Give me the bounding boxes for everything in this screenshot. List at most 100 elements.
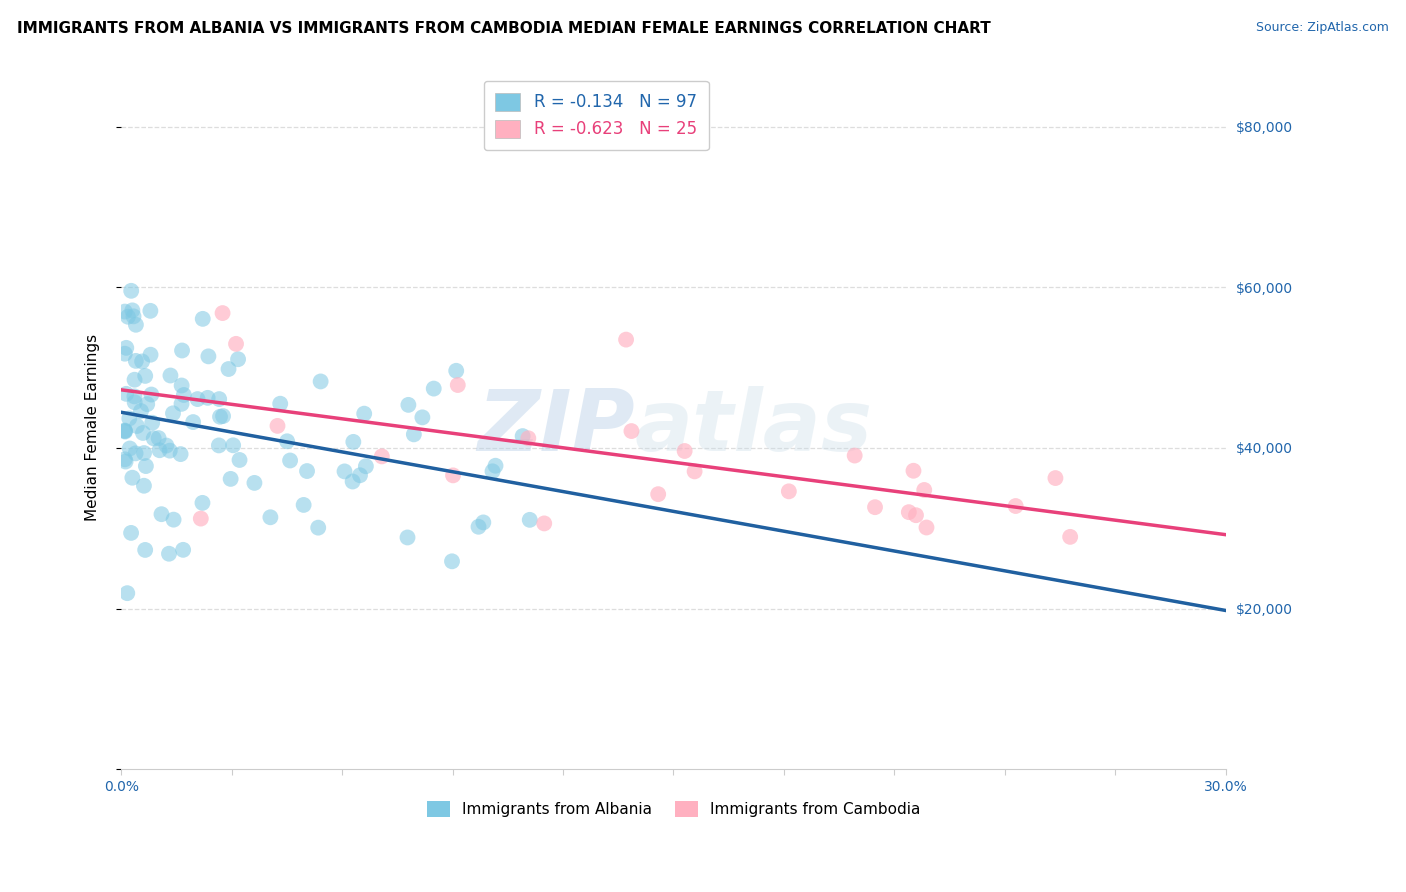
Point <box>211 306 233 320</box>
Point <box>402 427 425 442</box>
Point <box>122 310 145 324</box>
Point <box>136 397 159 411</box>
Point <box>1059 530 1081 544</box>
Point <box>139 348 162 362</box>
Point <box>114 424 136 438</box>
Point <box>170 397 193 411</box>
Point <box>903 464 925 478</box>
Point <box>844 449 866 463</box>
Text: atlas: atlas <box>634 386 873 469</box>
Point <box>218 362 240 376</box>
Point <box>118 442 141 456</box>
Point <box>915 520 938 534</box>
Point <box>292 498 315 512</box>
Point <box>353 407 375 421</box>
Point <box>333 464 356 478</box>
Point <box>150 507 173 521</box>
Point <box>124 389 146 403</box>
Point <box>349 468 371 483</box>
Point <box>169 447 191 461</box>
Point <box>134 368 156 383</box>
Text: ZIP: ZIP <box>477 386 634 469</box>
Point <box>266 418 288 433</box>
Point <box>170 343 193 358</box>
Point <box>125 318 148 332</box>
Point <box>295 464 318 478</box>
Point <box>1004 499 1026 513</box>
Point <box>683 464 706 478</box>
Point <box>208 438 231 452</box>
Point <box>118 411 141 425</box>
Point <box>135 459 157 474</box>
Point <box>197 350 219 364</box>
Point <box>208 409 231 424</box>
Point <box>673 444 696 458</box>
Point <box>342 475 364 489</box>
Point <box>444 364 467 378</box>
Point <box>212 409 235 423</box>
Point <box>115 341 138 355</box>
Point <box>131 354 153 368</box>
Point <box>614 333 637 347</box>
Point <box>114 347 136 361</box>
Point <box>863 500 886 515</box>
Point <box>342 434 364 449</box>
Point <box>159 443 181 458</box>
Point <box>191 311 214 326</box>
Point <box>125 354 148 368</box>
Legend: Immigrants from Albania, Immigrants from Cambodia: Immigrants from Albania, Immigrants from… <box>420 795 927 823</box>
Point <box>172 542 194 557</box>
Point <box>269 397 291 411</box>
Point <box>226 352 249 367</box>
Point <box>354 459 377 474</box>
Point <box>904 508 927 523</box>
Text: Source: ZipAtlas.com: Source: ZipAtlas.com <box>1256 21 1389 35</box>
Point <box>517 431 540 445</box>
Point <box>447 378 470 392</box>
Y-axis label: Median Female Earnings: Median Female Earnings <box>86 334 100 522</box>
Text: IMMIGRANTS FROM ALBANIA VS IMMIGRANTS FROM CAMBODIA MEDIAN FEMALE EARNINGS CORRE: IMMIGRANTS FROM ALBANIA VS IMMIGRANTS FR… <box>17 21 991 37</box>
Point <box>411 410 433 425</box>
Point <box>132 479 155 493</box>
Point <box>259 510 281 524</box>
Point <box>190 511 212 525</box>
Point <box>467 520 489 534</box>
Point <box>278 453 301 467</box>
Point <box>481 464 503 478</box>
Point <box>120 284 142 298</box>
Point <box>121 303 143 318</box>
Point <box>441 468 464 483</box>
Point <box>225 336 247 351</box>
Point <box>121 471 143 485</box>
Point <box>114 424 136 438</box>
Point <box>307 521 329 535</box>
Point <box>197 391 219 405</box>
Point <box>148 431 170 445</box>
Point <box>191 496 214 510</box>
Point <box>647 487 669 501</box>
Point <box>186 392 208 406</box>
Point <box>309 375 332 389</box>
Point <box>139 303 162 318</box>
Point <box>141 387 163 401</box>
Point <box>208 392 231 406</box>
Point <box>114 452 136 467</box>
Point <box>371 450 394 464</box>
Point <box>114 454 136 468</box>
Point <box>124 446 146 460</box>
Point <box>897 505 920 519</box>
Point <box>219 472 242 486</box>
Point <box>396 531 419 545</box>
Point <box>129 404 152 418</box>
Point <box>170 378 193 392</box>
Point <box>117 310 139 324</box>
Point <box>519 513 541 527</box>
Point <box>114 304 136 318</box>
Point <box>912 483 935 497</box>
Point <box>155 438 177 452</box>
Point <box>228 453 250 467</box>
Point <box>142 431 165 445</box>
Point <box>396 398 419 412</box>
Point <box>533 516 555 531</box>
Point <box>222 438 245 452</box>
